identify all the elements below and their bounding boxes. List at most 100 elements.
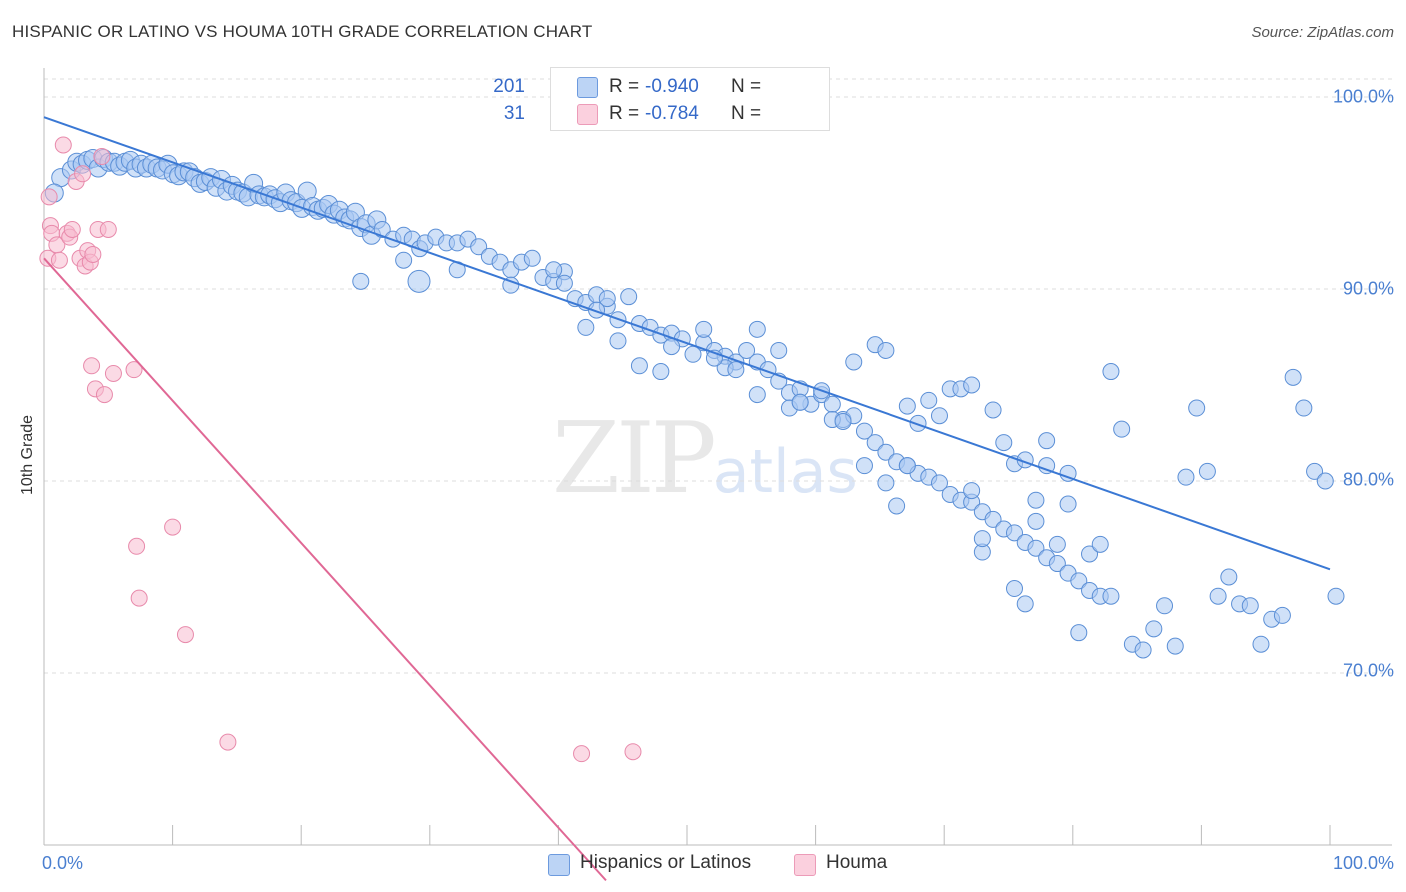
- data-point-houma: [573, 745, 591, 763]
- series-swatch-blue: [548, 854, 570, 876]
- data-point-houma: [50, 251, 68, 269]
- data-point-hispanic: [555, 274, 573, 292]
- data-point-hispanic: [909, 414, 927, 432]
- data-point-hispanic: [855, 422, 873, 440]
- data-point-hispanic: [1038, 457, 1056, 475]
- data-point-hispanic: [1027, 491, 1045, 509]
- data-point-hispanic: [1252, 635, 1270, 653]
- data-point-hispanic: [1059, 464, 1077, 482]
- data-point-hispanic: [888, 497, 906, 515]
- data-point-hispanic: [630, 357, 648, 375]
- data-point-hispanic: [663, 338, 681, 356]
- data-point-hispanic: [1070, 572, 1088, 590]
- data-point-hispanic: [727, 361, 745, 379]
- data-point-houma: [54, 136, 72, 154]
- data-point-hispanic: [877, 341, 895, 359]
- data-point-hispanic: [823, 395, 841, 413]
- legend-r-label: R =: [609, 76, 640, 97]
- legend-swatch-pink: [577, 104, 598, 125]
- chart-source: Source: ZipAtlas.com: [1251, 24, 1394, 41]
- data-point-hispanic: [855, 457, 873, 475]
- data-point-hispanic: [652, 363, 670, 381]
- data-point-houma: [219, 733, 237, 751]
- data-point-hispanic: [963, 376, 981, 394]
- data-point-houma: [130, 589, 148, 607]
- data-point-hispanic: [470, 238, 488, 256]
- data-point-hispanic: [748, 386, 766, 404]
- data-point-houma: [95, 386, 113, 404]
- watermark-atlas: atlas: [712, 437, 858, 507]
- series-swatch-pink: [794, 854, 816, 876]
- data-point-hispanic: [1273, 606, 1291, 624]
- data-point-houma: [84, 245, 102, 263]
- data-point-hispanic: [920, 391, 938, 409]
- correlation-legend: R = -0.940 N = 201 R = -0.784 N = 31: [493, 67, 830, 131]
- series-legend-label: Hispanics or Latinos: [580, 852, 752, 873]
- data-point-houma: [624, 743, 642, 761]
- data-point-hispanic: [984, 510, 1002, 528]
- data-point-hispanic: [984, 401, 1002, 419]
- data-point-hispanic: [995, 434, 1013, 452]
- data-point-hispanic: [1102, 587, 1120, 605]
- data-point-hispanic: [866, 434, 884, 452]
- data-point-hispanic: [898, 457, 916, 475]
- data-point-hispanic: [1156, 597, 1174, 615]
- data-point-hispanic: [1306, 462, 1324, 480]
- data-point-hispanic: [1113, 420, 1131, 438]
- legend-n-value: 201: [493, 76, 525, 97]
- trend-line-houma: [43, 257, 607, 882]
- data-point-hispanic: [1145, 620, 1163, 638]
- data-point-hispanic: [1102, 363, 1120, 381]
- legend-r-value: -0.940: [645, 76, 699, 97]
- data-point-hispanic: [834, 412, 852, 430]
- data-point-houma: [128, 537, 146, 555]
- data-point-hispanic: [1027, 539, 1045, 557]
- data-point-hispanic: [898, 397, 916, 415]
- x-tick-label-min: 0.0%: [42, 853, 84, 873]
- data-point-houma: [83, 357, 101, 375]
- data-point-hispanic: [407, 269, 431, 293]
- data-point-hispanic: [1006, 524, 1023, 542]
- data-point-hispanic: [373, 220, 391, 238]
- data-point-hispanic: [791, 393, 809, 411]
- data-point-hispanic: [1070, 624, 1088, 642]
- data-point-hispanic: [1027, 512, 1045, 530]
- legend-n-label: N =: [731, 76, 762, 97]
- legend-r-label: R =: [609, 103, 640, 124]
- y-axis-label: 10th Grade: [19, 414, 36, 496]
- data-point-hispanic: [1038, 432, 1056, 450]
- data-point-hispanic: [1316, 472, 1334, 490]
- chart-title: HISPANIC OR LATINO VS HOUMA 10TH GRADE C…: [12, 22, 593, 41]
- data-point-hispanic: [1241, 597, 1259, 615]
- watermark-zip: ZIP: [552, 402, 717, 516]
- data-point-hispanic: [1295, 399, 1313, 417]
- data-point-hispanic: [395, 251, 413, 269]
- data-point-hispanic: [877, 474, 895, 492]
- data-point-hispanic: [1166, 637, 1184, 655]
- data-point-hispanic: [523, 249, 541, 267]
- legend-swatch-blue: [577, 77, 598, 98]
- data-point-hispanic: [1327, 587, 1345, 605]
- legend-n-label: N =: [731, 103, 762, 124]
- data-point-houma: [40, 188, 58, 206]
- data-point-hispanic: [352, 272, 370, 290]
- data-point-hispanic: [1091, 535, 1109, 553]
- data-point-hispanic: [1220, 568, 1238, 586]
- data-point-hispanic: [1048, 555, 1066, 573]
- data-point-houma: [93, 148, 111, 166]
- data-point-hispanic: [738, 341, 756, 359]
- y-tick-label: 70.0%: [1342, 660, 1394, 681]
- data-point-houma: [99, 220, 117, 238]
- data-point-hispanic: [1198, 462, 1216, 480]
- data-point-hispanic: [930, 407, 948, 425]
- data-point-houma: [164, 518, 182, 536]
- y-tick-label: 90.0%: [1342, 278, 1394, 299]
- data-point-hispanic: [545, 261, 563, 279]
- data-point-hispanic: [1209, 587, 1227, 605]
- data-point-hispanic: [1016, 595, 1034, 613]
- data-point-hispanic: [695, 320, 713, 338]
- data-point-hispanic: [1284, 368, 1302, 386]
- data-point-hispanic: [1177, 468, 1195, 486]
- data-point-hispanic: [1059, 495, 1077, 513]
